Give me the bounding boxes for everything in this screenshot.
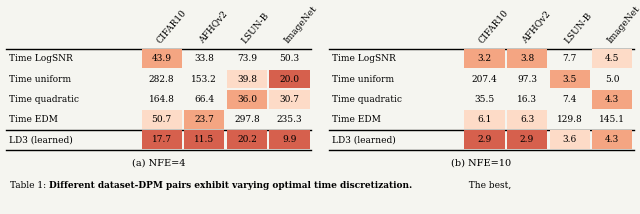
Text: AFHQv2: AFHQv2 (197, 10, 229, 45)
Text: ImageNet: ImageNet (605, 4, 640, 45)
Text: 97.3: 97.3 (517, 74, 537, 83)
Text: ImageNet: ImageNet (283, 4, 319, 45)
Text: 282.8: 282.8 (149, 74, 175, 83)
Text: 129.8: 129.8 (557, 115, 582, 124)
Bar (141, 130, 182, 149)
Text: Time EDM: Time EDM (332, 115, 381, 124)
Text: 4.3: 4.3 (605, 95, 620, 104)
Text: 73.9: 73.9 (237, 54, 257, 63)
Bar (269, 130, 310, 149)
Text: 145.1: 145.1 (599, 115, 625, 124)
Text: 6.1: 6.1 (477, 115, 492, 124)
Text: 30.7: 30.7 (280, 95, 300, 104)
Text: CIFAR10: CIFAR10 (155, 8, 188, 45)
Text: (a) NFE=4: (a) NFE=4 (132, 159, 186, 168)
Text: 23.7: 23.7 (195, 115, 214, 124)
Text: The best,: The best, (463, 181, 511, 190)
Text: 2.9: 2.9 (520, 135, 534, 144)
Text: (b) NFE=10: (b) NFE=10 (451, 159, 511, 168)
Text: 164.8: 164.8 (148, 95, 175, 104)
Text: 20.0: 20.0 (280, 74, 300, 83)
Text: 50.3: 50.3 (280, 54, 300, 63)
Text: 16.3: 16.3 (517, 95, 537, 104)
Text: Time quadratic: Time quadratic (332, 95, 402, 104)
Text: Time EDM: Time EDM (10, 115, 58, 124)
Text: 3.8: 3.8 (520, 54, 534, 63)
Text: LSUN-B: LSUN-B (563, 11, 594, 45)
Text: 39.8: 39.8 (237, 74, 257, 83)
Text: 17.7: 17.7 (152, 135, 172, 144)
Bar (464, 130, 504, 149)
Bar (269, 70, 310, 88)
Bar (464, 110, 504, 129)
Bar (227, 130, 267, 149)
Text: 20.2: 20.2 (237, 135, 257, 144)
Bar (592, 90, 632, 109)
Text: LD3 (learned): LD3 (learned) (10, 135, 73, 144)
Text: 235.3: 235.3 (276, 115, 302, 124)
Text: 3.6: 3.6 (563, 135, 577, 144)
Text: Time uniform: Time uniform (332, 74, 394, 83)
Text: 4.5: 4.5 (605, 54, 620, 63)
Bar (184, 110, 225, 129)
Bar (269, 90, 310, 109)
Text: AFHQv2: AFHQv2 (520, 10, 552, 45)
Text: 207.4: 207.4 (472, 74, 497, 83)
Text: 2.9: 2.9 (477, 135, 492, 144)
Text: 3.5: 3.5 (563, 74, 577, 83)
Text: 153.2: 153.2 (191, 74, 217, 83)
Text: LD3 (learned): LD3 (learned) (332, 135, 396, 144)
Bar (507, 110, 547, 129)
Text: 11.5: 11.5 (194, 135, 214, 144)
Text: Different dataset-DPM pairs exhibit varying optimal time discretization.: Different dataset-DPM pairs exhibit vary… (49, 181, 412, 190)
Text: Table 1:: Table 1: (10, 181, 49, 190)
Bar (592, 49, 632, 68)
Text: Time uniform: Time uniform (10, 74, 72, 83)
Bar (227, 70, 267, 88)
Bar (227, 90, 267, 109)
Text: 7.4: 7.4 (563, 95, 577, 104)
Text: 43.9: 43.9 (152, 54, 172, 63)
Bar (592, 130, 632, 149)
Text: 5.0: 5.0 (605, 74, 620, 83)
Bar (550, 130, 589, 149)
Text: 9.9: 9.9 (282, 135, 297, 144)
Text: CIFAR10: CIFAR10 (477, 8, 511, 45)
Text: 35.5: 35.5 (474, 95, 495, 104)
Text: 33.8: 33.8 (195, 54, 214, 63)
Text: Time LogSNR: Time LogSNR (332, 54, 396, 63)
Text: 50.7: 50.7 (152, 115, 172, 124)
Text: 6.3: 6.3 (520, 115, 534, 124)
Text: 4.3: 4.3 (605, 135, 620, 144)
Bar (507, 130, 547, 149)
Text: Time quadratic: Time quadratic (10, 95, 79, 104)
Text: 297.8: 297.8 (234, 115, 260, 124)
Text: 66.4: 66.4 (195, 95, 214, 104)
Bar (184, 130, 225, 149)
Bar (550, 70, 589, 88)
Text: Time LogSNR: Time LogSNR (10, 54, 73, 63)
Bar (141, 110, 182, 129)
Text: 7.7: 7.7 (563, 54, 577, 63)
Bar (464, 49, 504, 68)
Text: LSUN-B: LSUN-B (240, 11, 271, 45)
Text: 36.0: 36.0 (237, 95, 257, 104)
Text: 3.2: 3.2 (477, 54, 492, 63)
Bar (507, 49, 547, 68)
Bar (141, 49, 182, 68)
